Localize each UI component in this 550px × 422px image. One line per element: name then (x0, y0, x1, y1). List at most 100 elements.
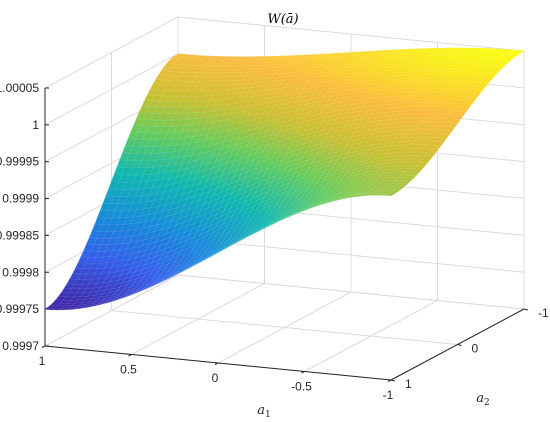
x-axis-title: a1 (257, 403, 271, 420)
mesh-line (56, 187, 403, 301)
mesh-line (390, 50, 525, 196)
mesh-line (58, 185, 405, 298)
chart-title: W(ā) (267, 12, 298, 27)
mesh-line (145, 55, 280, 289)
mesh-line (133, 91, 480, 127)
mesh-line (139, 84, 486, 115)
x-tick-mark (387, 379, 392, 382)
mesh-line (153, 68, 500, 87)
mesh-line (340, 47, 474, 200)
mesh-line (75, 168, 422, 270)
mesh-line (47, 193, 394, 309)
y-tick-label: 1 (405, 377, 412, 391)
mesh-line (119, 110, 466, 162)
x-tick-mark (301, 371, 305, 374)
mesh-line (94, 144, 441, 226)
mesh-line (61, 182, 408, 294)
mesh-line (109, 56, 244, 303)
mesh-line (354, 48, 489, 197)
mesh-line (297, 48, 431, 214)
mesh-line (203, 53, 337, 261)
mesh-line (196, 53, 330, 265)
mesh-line (175, 49, 522, 59)
mesh-line (383, 50, 517, 196)
mesh-line (86, 155, 433, 246)
mesh-line (116, 56, 251, 300)
mesh-line (181, 54, 316, 272)
mesh-line (169, 53, 516, 64)
mesh-line (318, 47, 453, 206)
mesh-line (282, 48, 417, 220)
mesh-line (246, 50, 380, 238)
mesh-line (141, 80, 489, 109)
mesh-line (117, 113, 464, 169)
mesh-line (100, 136, 447, 212)
mesh-line (289, 48, 424, 217)
mesh-line (152, 55, 287, 286)
mesh-line (122, 106, 469, 155)
mesh-line (44, 53, 179, 310)
mesh-line (128, 98, 475, 141)
mesh-line (172, 51, 519, 61)
y-axis-title: a2 (476, 391, 490, 408)
y-tick-mark (457, 344, 462, 346)
mesh-line (268, 49, 402, 227)
mesh-line (59, 54, 193, 311)
mesh-line (144, 77, 491, 103)
z-tick-label: 0.9997 (2, 339, 39, 353)
mesh-line (167, 55, 301, 280)
mesh-line (138, 56, 272, 292)
mesh-line (125, 102, 472, 148)
z-tick-label: 0.99975 (0, 302, 39, 316)
mesh-line (333, 47, 467, 202)
floor-grid-line (111, 310, 458, 345)
y-tick-label: -1 (538, 306, 549, 320)
mesh-line (369, 49, 503, 196)
z-tick-label: 0.9999 (2, 192, 39, 206)
mesh-line (102, 56, 236, 305)
mesh-line (66, 55, 200, 310)
mesh-line (114, 117, 461, 176)
mesh-line (189, 53, 323, 269)
y-tick-mark (523, 308, 529, 311)
mesh-line (136, 87, 483, 121)
mesh-line (73, 55, 207, 310)
mesh-line (92, 148, 439, 233)
x-tick-label: 0.5 (120, 363, 137, 377)
mesh-line (217, 52, 352, 253)
x-tick-mark (41, 345, 46, 348)
mesh-line (376, 49, 510, 196)
mesh-line (347, 48, 481, 199)
x-tick-label: 0 (212, 371, 219, 385)
mesh-line (108, 125, 455, 190)
axis-lines (41, 87, 529, 382)
mesh-line (52, 54, 186, 310)
mesh-line (130, 95, 477, 134)
mesh-line (155, 65, 502, 82)
mesh-line (124, 56, 258, 298)
mesh-line (147, 74, 494, 97)
mesh-line (131, 56, 265, 295)
mesh-line (64, 180, 411, 290)
z-tick-label: 0.9998 (2, 265, 39, 279)
x-tick-label: 1 (39, 354, 46, 368)
x-tick-label: -0.5 (291, 380, 312, 394)
mesh-line (78, 165, 425, 264)
mesh-line (80, 56, 215, 309)
surface-mesh (44, 47, 525, 311)
mesh-line (97, 140, 444, 219)
mesh-line (89, 151, 436, 239)
mesh-line (72, 171, 419, 275)
y-tick-label: 0 (472, 342, 479, 356)
mesh-line (304, 48, 438, 211)
mesh-line (311, 47, 445, 208)
x-tick-label: -1 (383, 388, 394, 402)
mesh-line (261, 49, 395, 230)
mesh-line (103, 133, 450, 205)
tick-labels: 0.9997 0.99975 0.9998 0.99985 0.9999 0.99995 1… (0, 81, 549, 402)
mesh-line (69, 174, 416, 280)
z-tick-label: 1.00005 (0, 81, 39, 95)
z-tick-label: 1 (32, 118, 39, 132)
mesh-line (105, 129, 452, 198)
